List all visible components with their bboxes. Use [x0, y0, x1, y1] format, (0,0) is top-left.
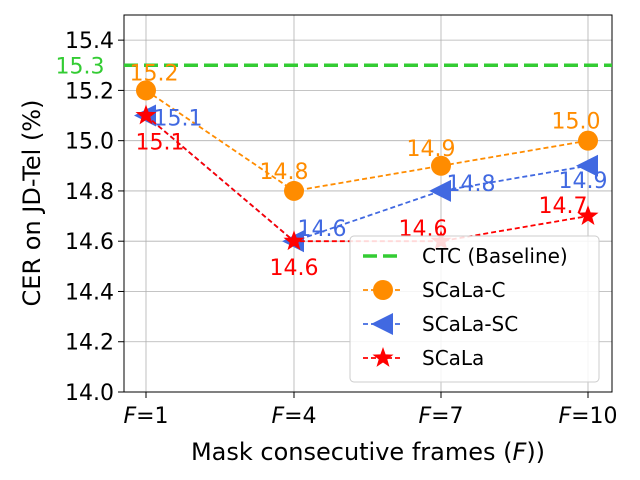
baseline-value-label: 15.3 — [56, 54, 105, 79]
legend-label: SCaLa-SC — [422, 312, 518, 336]
data-point-scala-c — [578, 130, 598, 151]
y-tick-label: 15.2 — [65, 79, 114, 104]
data-label-scala-sc: 14.9 — [559, 169, 608, 194]
plot-area-frame — [123, 14, 613, 393]
data-label-scala-c: 14.8 — [260, 160, 309, 185]
y-tick-label: 15.0 — [65, 130, 114, 155]
legend-label: CTC (Baseline) — [422, 244, 568, 268]
legend-label: SCaLa-C — [422, 278, 506, 302]
y-axis-label: CER on JD-Tel (%) — [18, 100, 46, 307]
x-tick-label: F=4 — [271, 404, 316, 429]
grid-lines — [124, 15, 612, 393]
data-label-scala: 15.1 — [136, 131, 185, 156]
legend-marker — [372, 347, 394, 367]
data-label-scala-c: 15.2 — [130, 61, 179, 86]
legend-box — [349, 235, 600, 383]
data-point-scala — [135, 104, 157, 125]
x-tick-label: F=7 — [418, 404, 463, 429]
data-label-scala-sc: 14.6 — [298, 217, 347, 242]
y-tick-label: 14.6 — [65, 230, 114, 255]
data-label-scala-c: 14.9 — [407, 137, 456, 162]
series-layer — [124, 63, 612, 253]
data-labels: 15.3 15.214.814.915.015.114.614.8 14.915.1… — [56, 54, 608, 281]
data-point-scala-sc — [576, 154, 598, 177]
data-label-scala-c: 15.0 — [552, 110, 601, 135]
series-line-scala-c — [145, 89, 589, 192]
data-point-scala-c — [284, 180, 304, 201]
legend-marker — [373, 280, 393, 300]
data-point-scala — [283, 230, 305, 251]
y-tick-label: 14.2 — [65, 331, 114, 356]
legend-label: SCaLa — [422, 346, 484, 370]
data-label-scala: 14.7 — [539, 194, 588, 219]
y-axis-ticks: 14.0 14.2 14.4 14.6 14.8 15.0 15.2 15.4 — [65, 29, 124, 406]
data-point-scala-c — [136, 80, 156, 101]
data-point-scala-c — [431, 155, 451, 176]
data-label-scala: 14.6 — [270, 256, 319, 281]
data-label-scala-sc: 15.1 — [154, 107, 203, 132]
data-point-scala-sc — [429, 179, 451, 202]
y-tick-label: 14.4 — [65, 280, 114, 305]
legend-marker — [371, 313, 393, 335]
y-tick-label: 15.4 — [65, 29, 114, 54]
x-axis-label: Mask consecutive frames (F)) — [191, 438, 545, 466]
data-label-scala-sc: 14.8 — [447, 172, 496, 197]
data-point-scala — [577, 205, 599, 225]
x-axis-ticks: F=1 F=4 F=7 F=10 — [123, 392, 618, 429]
legend: CTC (Baseline) SCaLa-C SCaLa-SC SCaLa — [349, 235, 600, 383]
y-tick-label: 14.8 — [65, 180, 114, 205]
y-tick-label: 14.0 — [65, 381, 114, 406]
x-tick-label: F=10 — [558, 404, 617, 429]
x-tick-label: F=1 — [123, 404, 168, 429]
